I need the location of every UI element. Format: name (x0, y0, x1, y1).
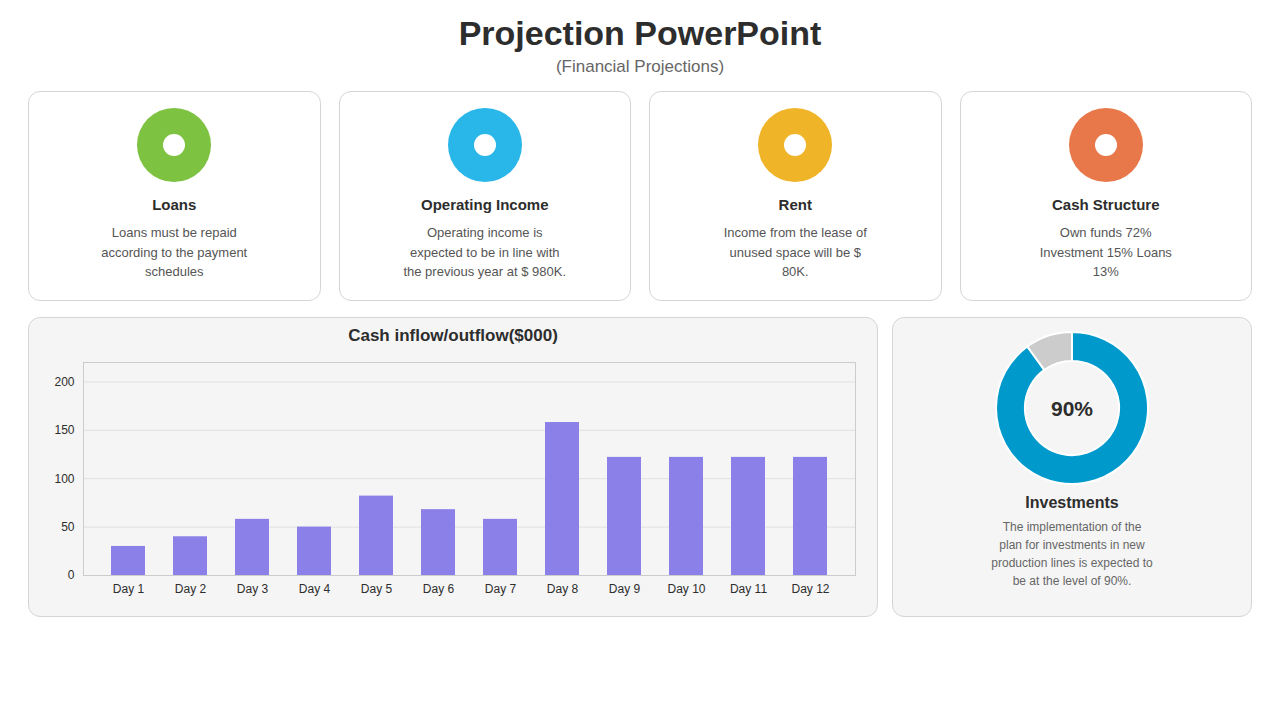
html-text:Income from the lease of unuse: Income from the lease of unused space wi… (723, 225, 867, 279)
html-text:Loans must be repaid according: Loans must be repaid according to the pa… (101, 225, 248, 279)
svg-text:Day 9: Day 9 (609, 582, 641, 596)
svg-text:Day 3: Day 3 (237, 582, 269, 596)
html-text:Loans: Loans (152, 196, 197, 213)
svg-text:90%: 90% (1051, 397, 1093, 420)
svg-text:150: 150 (54, 423, 74, 437)
svg-text:100: 100 (54, 472, 74, 486)
html-text:Cash Structure: Cash Structure (1052, 196, 1160, 213)
html-text:(Financial Projections): (Financial Projections) (555, 57, 725, 76)
html-text:The implementation of the plan: The implementation of the plan for inves… (991, 520, 1153, 588)
svg-text:50: 50 (61, 520, 75, 534)
html-text:Investments: Investments (1025, 494, 1119, 511)
svg-text:Day 7: Day 7 (485, 582, 517, 596)
svg-text:Day 4: Day 4 (299, 582, 331, 596)
svg-text:Day 11: Day 11 (730, 582, 767, 596)
svg-text:Day 2: Day 2 (175, 582, 207, 596)
svg-text:Day 10: Day 10 (667, 582, 705, 596)
svg-text:Day 8: Day 8 (547, 582, 579, 596)
svg-text:Day 5: Day 5 (361, 582, 393, 596)
html-text:Operating income is expected t: Operating income is expected to be in li… (403, 225, 566, 279)
svg-text:Day 6: Day 6 (423, 582, 455, 596)
html-text:Projection PowerPoint: Projection PowerPoint (458, 14, 822, 52)
svg-text:200: 200 (54, 375, 74, 389)
html-text:Own funds 72% Investment 15% L: Own funds 72% Investment 15% Loans 13% (1039, 225, 1172, 279)
html-text:Rent: Rent (778, 196, 812, 213)
html-text:Cash inflow/outflow($000): Cash inflow/outflow($000) (348, 326, 558, 345)
svg-text:0: 0 (68, 568, 75, 582)
svg-text:Day 12: Day 12 (791, 582, 829, 596)
html-text:Operating Income: Operating Income (421, 196, 549, 213)
svg-text:Day 1: Day 1 (113, 582, 145, 596)
